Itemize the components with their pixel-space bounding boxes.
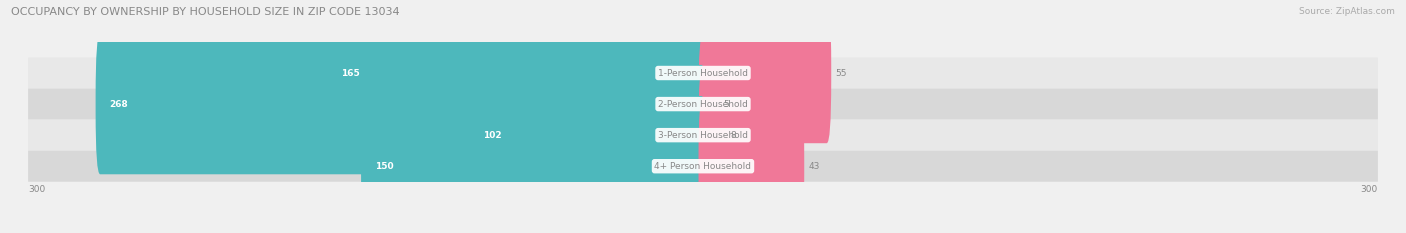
Text: 5: 5 (723, 99, 728, 109)
FancyBboxPatch shape (699, 96, 804, 233)
Text: 165: 165 (340, 69, 360, 78)
FancyBboxPatch shape (361, 96, 707, 233)
Text: 102: 102 (482, 131, 501, 140)
FancyBboxPatch shape (96, 34, 707, 174)
FancyBboxPatch shape (328, 3, 707, 143)
Text: 300: 300 (1361, 185, 1378, 195)
FancyBboxPatch shape (470, 65, 707, 205)
FancyBboxPatch shape (28, 151, 1378, 182)
FancyBboxPatch shape (28, 89, 1378, 120)
Text: 4+ Person Household: 4+ Person Household (655, 162, 751, 171)
Text: 8: 8 (730, 131, 735, 140)
Legend: Owner-occupied, Renter-occupied: Owner-occupied, Renter-occupied (596, 232, 810, 233)
Text: 55: 55 (835, 69, 848, 78)
FancyBboxPatch shape (699, 65, 725, 205)
Text: 268: 268 (110, 99, 128, 109)
FancyBboxPatch shape (28, 58, 1378, 89)
Text: Source: ZipAtlas.com: Source: ZipAtlas.com (1299, 7, 1395, 16)
FancyBboxPatch shape (699, 3, 831, 143)
Text: 3-Person Household: 3-Person Household (658, 131, 748, 140)
Text: 150: 150 (374, 162, 394, 171)
Text: 1-Person Household: 1-Person Household (658, 69, 748, 78)
Text: 300: 300 (28, 185, 45, 195)
Text: 2-Person Household: 2-Person Household (658, 99, 748, 109)
FancyBboxPatch shape (699, 34, 718, 174)
Text: 43: 43 (808, 162, 820, 171)
FancyBboxPatch shape (28, 120, 1378, 151)
Text: OCCUPANCY BY OWNERSHIP BY HOUSEHOLD SIZE IN ZIP CODE 13034: OCCUPANCY BY OWNERSHIP BY HOUSEHOLD SIZE… (11, 7, 399, 17)
